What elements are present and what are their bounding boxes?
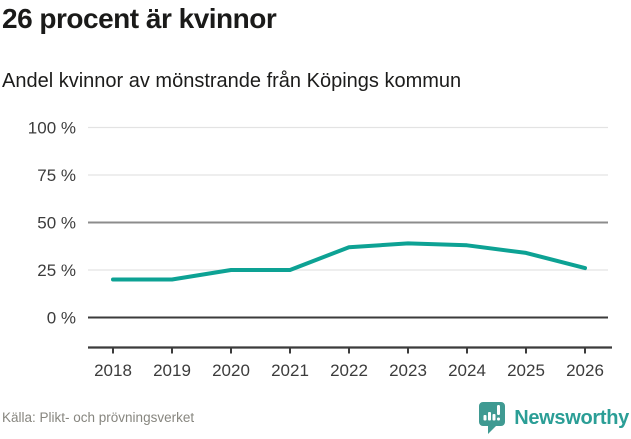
newsworthy-logo: Newsworthy [477, 401, 629, 435]
logo-bubble-shape [479, 402, 506, 434]
x-axis-label: 2021 [271, 361, 309, 380]
x-axis-label: 2026 [566, 361, 604, 380]
y-axis-label: 75 % [37, 166, 76, 185]
x-axis-label: 2025 [507, 361, 545, 380]
y-axis-label: 25 % [37, 261, 76, 280]
x-axis-label: 2024 [448, 361, 486, 380]
source-note: Källa: Plikt- och prövningsverket [2, 410, 195, 425]
y-axis-label: 0 % [47, 309, 76, 328]
newsworthy-bar-chart-bubble-icon [479, 402, 506, 434]
y-axis-label: 50 % [37, 214, 76, 233]
x-axis-label: 2020 [212, 361, 250, 380]
x-axis-label: 2022 [330, 361, 368, 380]
brand-name: Newsworthy [514, 406, 629, 429]
logo-bars [483, 405, 501, 421]
chart-subtitle: Andel kvinnor av mönstrande från Köpings… [2, 70, 462, 92]
y-axis-label: 100 % [28, 119, 76, 138]
x-axis-label: 2018 [94, 361, 132, 380]
x-axis-label: 2023 [389, 361, 427, 380]
x-axis-label: 2019 [153, 361, 191, 380]
data-line [111, 241, 587, 282]
chart-title: 26 procent är kvinnor [2, 3, 277, 34]
